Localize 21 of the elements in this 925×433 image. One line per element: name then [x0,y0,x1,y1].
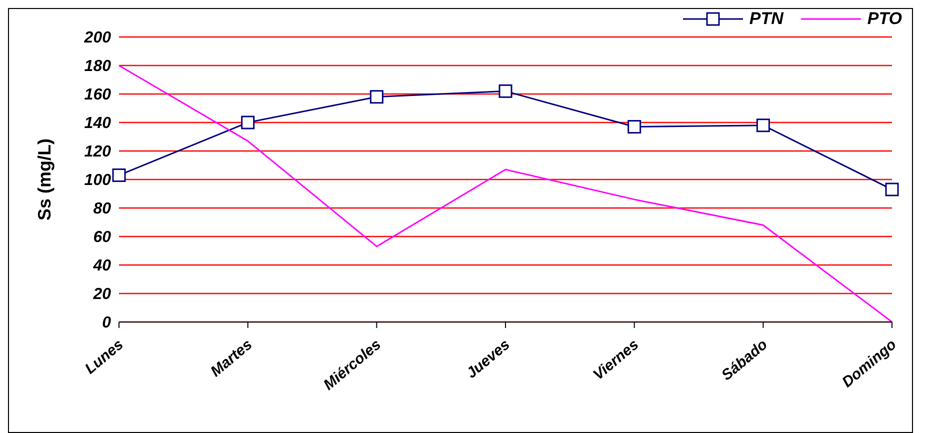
point [498,84,512,98]
y-tick-label: 0 [102,314,112,332]
y-tick-label: 60 [93,229,112,246]
y-tick-label: 100 [84,172,112,190]
point [112,168,126,182]
point [756,118,770,132]
legend-label: PTN [749,9,784,29]
y-tick-label: 180 [84,58,112,76]
y-tick-label: 200 [83,30,112,47]
y-axis-title: Ss (mg/L) [34,138,54,221]
y-tick-label: 20 [92,286,112,304]
y-tick-label: 140 [84,115,112,132]
y-tick-label: 160 [84,86,112,104]
point [241,116,255,130]
point [885,182,899,196]
point [370,90,384,104]
point [628,120,642,134]
y-tick-label: 120 [84,144,112,161]
legend-label: PTO [867,9,902,29]
y-tick-label: 80 [93,200,112,218]
y-tick-label: 40 [92,258,112,275]
